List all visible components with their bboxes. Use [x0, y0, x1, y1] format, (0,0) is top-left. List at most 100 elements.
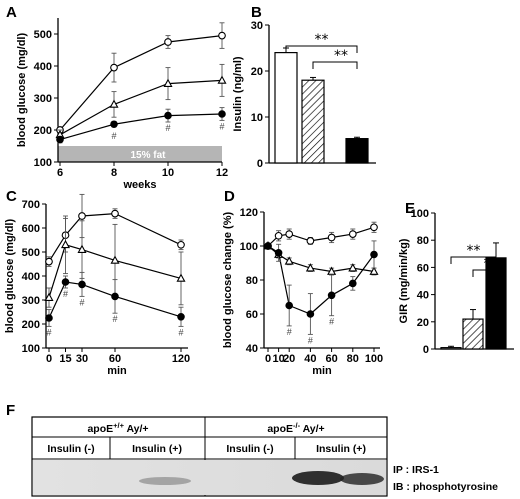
- panel-label-d: D: [224, 188, 235, 205]
- chart-d-series-2-point: [306, 310, 315, 318]
- chart-c-xlabel: min: [107, 365, 127, 377]
- chart-a-series-0-point: [110, 63, 118, 72]
- blot-group-left-label: apoE+/+ Ay/+: [87, 421, 148, 435]
- chart-c-series-1-point: [77, 244, 87, 253]
- chart-e-gir-bars: 0 20 40 60 80 100 GIR (mg/min/kg) ****: [398, 208, 514, 356]
- chart-d-series-2-point: [370, 250, 378, 259]
- chart-a-xtick-label: 10: [162, 167, 174, 179]
- chart-b-ytick-label: 0: [257, 158, 263, 170]
- chart-d-ytick-label: 100: [240, 241, 258, 253]
- chart-c-glucose-tolerance: 100 200 300 400 500 600 700 0 15 30 60 120 min blood …: [4, 193, 190, 377]
- chart-a-series-2-hash: #: [165, 123, 170, 133]
- chart-a-series-2-hash: #: [111, 131, 116, 141]
- chart-d-xtick-label: 40: [304, 353, 316, 365]
- chart-e-ytick-label: 0: [423, 344, 429, 356]
- chart-b-sig-bracket-0: [285, 45, 358, 53]
- chart-c-series-1-point: [44, 292, 54, 301]
- chart-c-series-0-point: [78, 212, 86, 220]
- chart-d-series-2-point: [349, 279, 357, 288]
- chart-a-series-2-point: [56, 135, 64, 144]
- chart-e-ylabel: GIR (mg/min/kg): [398, 238, 410, 323]
- blot-lane-label-1: Insulin (-): [47, 443, 94, 455]
- chart-c-series-2-hash: #: [63, 289, 68, 299]
- chart-c-xtick-label: 120: [172, 353, 190, 365]
- chart-b-ylabel: Insulin (ng/ml): [232, 56, 244, 131]
- chart-a-xlabel: weeks: [122, 179, 156, 191]
- chart-d-xtick-label: 60: [325, 353, 337, 365]
- chart-c-xtick-label: 60: [109, 353, 121, 365]
- blot-band-lane-2: [139, 477, 191, 485]
- chart-d-xtick-label: 20: [283, 353, 295, 365]
- chart-d-series-2-point: [285, 301, 294, 310]
- chart-a-series-1-point: [217, 75, 227, 84]
- chart-d-series-1-point: [305, 263, 315, 272]
- chart-d-series-1-point: [327, 266, 337, 275]
- panel-label-b: B: [251, 4, 262, 21]
- chart-a-weekly-glucose: 15% fat 100 200 300 400 500 6 8 10 12 weeks blood g…: [16, 18, 228, 191]
- panel-label-f: F: [6, 402, 15, 419]
- chart-d-series-2-hash: #: [329, 317, 334, 327]
- chart-c-ylabel: blood glucose (mg/dl): [4, 219, 16, 334]
- chart-c-series-2-hash: #: [178, 327, 183, 337]
- chart-d-series-1-point: [369, 266, 379, 275]
- chart-d-series-1-point: [348, 263, 358, 272]
- chart-b-insulin-bars: 0 10 20 30 Insulin (ng/ml) ** **: [232, 20, 376, 170]
- chart-c-ytick-label: 300: [22, 295, 40, 307]
- chart-e-sig-bracket-0: [450, 256, 497, 264]
- chart-b-bar-1: [301, 79, 325, 164]
- chart-b-bar-0: [274, 51, 298, 164]
- chart-d-series-1-point: [284, 256, 294, 265]
- chart-d-ytick-label: 80: [246, 275, 258, 287]
- chart-a-xtick-label: 12: [216, 167, 228, 179]
- chart-c-series-1-point: [110, 255, 120, 264]
- chart-c-series-2-point: [45, 314, 53, 322]
- chart-e-ytick-label: 40: [417, 290, 429, 302]
- chart-e-ytick-label: 100: [411, 208, 429, 220]
- chart-a-band-label: 15% fat: [130, 150, 166, 161]
- chart-d-series-0-line: [267, 226, 375, 247]
- chart-b-ytick-label: 30: [251, 20, 263, 32]
- chart-b-ytick-label: 20: [251, 66, 263, 78]
- blot-lane-label-4: Insulin (+): [316, 443, 366, 455]
- chart-a-band: [58, 146, 222, 162]
- chart-c-xtick-label: 30: [76, 353, 88, 365]
- chart-a-series-1-line: [59, 79, 223, 136]
- chart-e-bar-1: [462, 318, 484, 350]
- blot-frame: [31, 416, 388, 497]
- chart-d-series-1-line: [267, 245, 375, 273]
- chart-c-series-0-point: [177, 240, 185, 249]
- blot-ip-label: IP : IRS-1: [393, 464, 439, 476]
- chart-d-ytick-label: 60: [246, 309, 258, 321]
- chart-c-series-2-hash: #: [112, 314, 117, 324]
- blot-ib-label: IB : phosphotyrosine: [393, 481, 498, 493]
- chart-a-series-2-point: [218, 110, 226, 118]
- chart-a-series-2-point: [164, 111, 172, 120]
- blot-lane-label-3: Insulin (-): [226, 443, 273, 455]
- chart-a-ytick-label: 200: [34, 125, 52, 137]
- chart-b-sig-label-1: **: [334, 48, 348, 64]
- chart-d-ylabel: blood glucose change (%): [222, 212, 234, 349]
- chart-d-xtick-label: 10: [272, 353, 284, 365]
- chart-a-series-0-line: [59, 35, 223, 131]
- western-blot: apoE+/+ Ay/+ apoE-/- Ay/+ Insulin (-) In…: [31, 416, 498, 497]
- chart-c-ytick-label: 500: [22, 247, 40, 259]
- chart-d-xlabel: min: [312, 365, 332, 377]
- chart-a-series-0-point: [218, 31, 226, 40]
- chart-e-sig-label-0: **: [467, 243, 481, 259]
- chart-c-series-1-point: [176, 273, 186, 282]
- chart-a-ytick-label: 400: [34, 61, 52, 73]
- chart-a-series-1-point: [163, 78, 173, 87]
- chart-c-series-0-point: [111, 209, 119, 218]
- blot-band-lane-4b: [340, 473, 384, 485]
- chart-c-xtick-label: 0: [46, 353, 52, 365]
- chart-d-series-2-point: [274, 249, 283, 257]
- chart-c-xtick-label: 15: [59, 353, 71, 365]
- chart-d-series-2-hash: #: [287, 327, 292, 337]
- chart-c-ytick-label: 200: [22, 319, 40, 331]
- chart-d-series-2-line: [267, 245, 375, 315]
- chart-c-series-2-hash: #: [79, 297, 84, 307]
- chart-e-ytick-label: 80: [417, 235, 429, 247]
- chart-d-ytick-label: 120: [240, 207, 258, 219]
